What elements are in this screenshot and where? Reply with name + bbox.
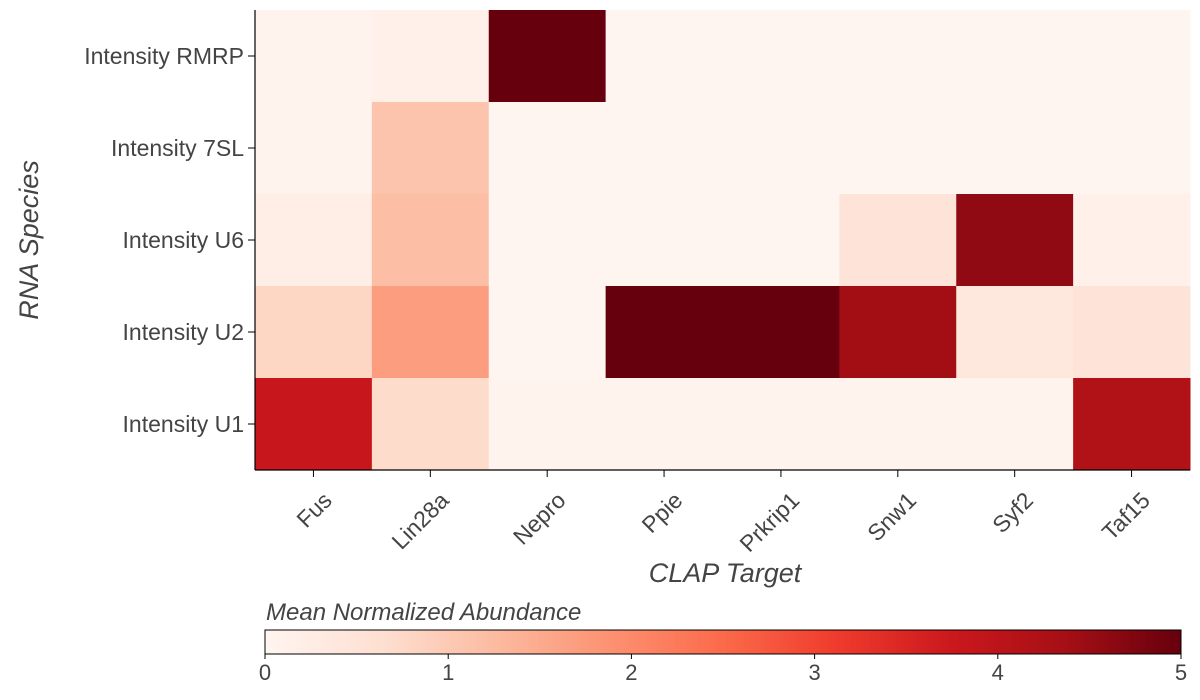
heatmap-cell <box>488 378 607 471</box>
x-tick-label: Prkrip1 <box>734 487 804 557</box>
y-tick-label: Intensity 7SL <box>111 135 244 161</box>
heatmap-cell <box>1073 10 1191 103</box>
colorbar-tick-label: 3 <box>808 660 820 685</box>
heatmap-cell <box>255 102 373 195</box>
heatmap-cell <box>956 10 1074 103</box>
heatmap-cell <box>1073 194 1191 287</box>
heatmap-cell <box>255 194 373 287</box>
colorbar-tick-label: 5 <box>1175 660 1187 685</box>
heatmap-cell <box>956 286 1074 379</box>
heatmap-cell <box>255 378 373 471</box>
heatmap-cell <box>371 194 490 287</box>
colorbar-tick-label: 4 <box>992 660 1004 685</box>
x-axis-ticks: Fus Lin28a Nepro Ppie Prkrip1 Snw1 Syf2 Taf15 <box>291 470 1155 557</box>
x-tick-label: Lin28a <box>386 487 453 554</box>
heatmap-cell <box>1073 286 1191 379</box>
heatmap-cell <box>839 378 957 471</box>
x-tick-label: Syf2 <box>987 487 1038 538</box>
heatmap-cell <box>722 10 840 103</box>
y-tick-label: Intensity U2 <box>123 319 244 345</box>
heatmap-cell <box>255 286 373 379</box>
heatmap-cell <box>488 102 607 195</box>
heatmap-cell <box>605 286 723 379</box>
heatmap-cell <box>371 286 490 379</box>
heatmap-cell <box>605 378 723 471</box>
heatmap-cell <box>722 378 840 471</box>
x-tick-label: Snw1 <box>862 487 921 546</box>
x-axis-title: CLAP Target <box>649 558 803 588</box>
colorbar-ticks: 0 1 2 3 4 5 <box>259 654 1187 685</box>
heatmap-cell <box>839 286 957 379</box>
heatmap-cell <box>488 194 607 287</box>
y-axis-ticks: Intensity RMRP Intensity 7SL Intensity U6 I… <box>84 43 255 437</box>
heatmap-cell <box>371 378 490 471</box>
heatmap-cell <box>488 10 607 103</box>
x-tick-label: Taf15 <box>1097 487 1155 545</box>
y-tick-label: Intensity U1 <box>123 411 244 437</box>
colorbar-title: Mean Normalized Abundance <box>266 599 581 626</box>
heatmap-cell <box>488 286 607 379</box>
heatmap-cell <box>605 102 723 195</box>
heatmap-cell <box>956 102 1074 195</box>
heatmap-cells <box>255 10 1191 471</box>
colorbar-tick-label: 2 <box>625 660 637 685</box>
heatmap-cell <box>839 102 957 195</box>
y-tick-label: Intensity U6 <box>123 227 244 253</box>
heatmap-cell <box>839 194 957 287</box>
colorbar-tick-label: 0 <box>259 660 271 685</box>
heatmap-cell <box>722 286 840 379</box>
heatmap-cell <box>371 102 490 195</box>
heatmap-cell <box>605 10 723 103</box>
heatmap-cell <box>371 10 490 103</box>
heatmap-cell <box>1073 102 1191 195</box>
heatmap-cell <box>722 102 840 195</box>
x-tick-label: Ppie <box>637 487 688 538</box>
colorbar-tick-label: 1 <box>442 660 454 685</box>
heatmap-cell <box>722 194 840 287</box>
y-tick-label: Intensity RMRP <box>84 43 244 69</box>
y-axis-title: RNA Species <box>14 160 44 320</box>
colorbar-gradient <box>264 629 1182 655</box>
heatmap-cell <box>956 194 1074 287</box>
heatmap-cell <box>839 10 957 103</box>
heatmap-cell <box>255 10 373 103</box>
heatmap-cell <box>1073 378 1191 471</box>
heatmap-cell <box>956 378 1074 471</box>
colorbar: Mean Normalized Abundance 0 1 2 3 4 5 <box>259 599 1187 685</box>
x-tick-label: Fus <box>291 487 336 532</box>
x-tick-label: Nepro <box>508 487 571 550</box>
heatmap-cell <box>605 194 723 287</box>
